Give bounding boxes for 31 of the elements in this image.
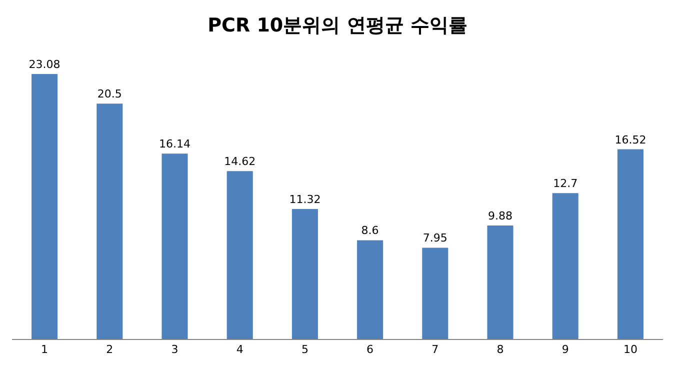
x-tick-label: 8	[496, 343, 504, 356]
x-tick-label: 5	[301, 343, 308, 356]
x-tick-label: 6	[366, 343, 374, 356]
x-tick-label: 2	[106, 343, 114, 356]
x-tick-label: 3	[171, 343, 178, 356]
bar	[292, 209, 318, 339]
data-label: 23.08	[28, 58, 60, 71]
bar	[617, 149, 644, 339]
data-label: 20.5	[97, 88, 122, 101]
data-label: 7.95	[422, 232, 448, 245]
x-tick-label: 9	[562, 343, 569, 356]
bar	[162, 154, 188, 339]
data-label: 11.32	[289, 193, 321, 206]
data-label: 16.52	[614, 133, 646, 146]
data-label: 16.14	[159, 138, 190, 151]
x-tick-label: 4	[236, 343, 244, 356]
bar	[552, 193, 578, 339]
data-label: 14.62	[224, 155, 256, 168]
bar	[96, 104, 123, 339]
data-label: 9.88	[488, 210, 512, 223]
bar	[357, 240, 384, 339]
data-label: 12.7	[553, 177, 578, 190]
x-tick-label: 1	[41, 343, 48, 356]
bar	[32, 74, 58, 339]
bar	[422, 248, 448, 339]
bar	[226, 171, 253, 339]
data-label: 8.6	[361, 224, 379, 238]
x-tick-label: 7	[432, 343, 439, 356]
x-tick-label: 10	[623, 343, 638, 356]
bar	[487, 226, 514, 339]
chart-title: PCR 10분위의 연평균 수익률	[208, 14, 468, 37]
